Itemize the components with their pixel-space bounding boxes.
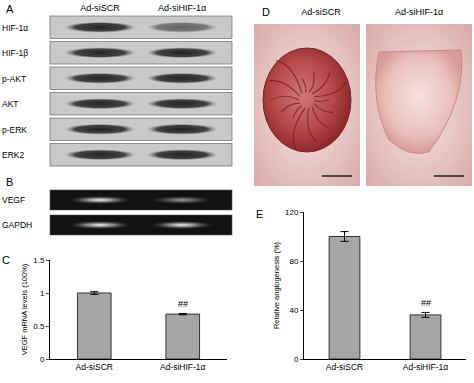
svg-text:0: 0: [294, 355, 299, 364]
svg-text:Ad-siSCR: Ad-siSCR: [76, 362, 113, 372]
svg-text:ERK2: ERK2: [2, 150, 24, 160]
svg-text:p-AKT: p-AKT: [2, 74, 26, 84]
svg-text:Ad-siHIF-1α: Ad-siHIF-1α: [403, 362, 449, 372]
svg-text:HIF-1α: HIF-1α: [2, 23, 28, 33]
svg-text:Ad-siHIF-1α: Ad-siHIF-1α: [158, 3, 206, 13]
svg-text:GAPDH: GAPDH: [2, 220, 32, 230]
svg-text:Ad-siSCR: Ad-siSCR: [326, 362, 363, 372]
svg-text:40: 40: [289, 306, 298, 315]
svg-text:Ad-siSCR: Ad-siSCR: [301, 7, 341, 17]
svg-text:AKT: AKT: [2, 99, 19, 109]
svg-text:1: 1: [40, 289, 45, 298]
svg-text:A: A: [6, 3, 14, 15]
svg-text:Ad-siHIF-1α: Ad-siHIF-1α: [395, 7, 443, 17]
svg-text:C: C: [2, 254, 10, 266]
svg-text:0.5: 0.5: [33, 322, 45, 331]
svg-text:VEGF: VEGF: [2, 195, 25, 205]
svg-text:120: 120: [285, 208, 299, 217]
svg-text:0: 0: [40, 355, 45, 364]
svg-text:Relative angiogenesis (%): Relative angiogenesis (%): [272, 241, 281, 329]
svg-text:1.5: 1.5: [33, 256, 45, 265]
svg-text:p-ERK: p-ERK: [2, 125, 27, 135]
svg-text:VEGF mRNA levels (100%): VEGF mRNA levels (100%): [20, 263, 29, 355]
svg-text:##: ##: [178, 299, 188, 309]
svg-text:HIF-1β: HIF-1β: [2, 48, 28, 58]
svg-text:E: E: [256, 208, 263, 220]
svg-text:Ad-siSCR: Ad-siSCR: [80, 3, 120, 13]
svg-text:##: ##: [421, 298, 431, 308]
svg-text:80: 80: [289, 257, 298, 266]
svg-text:D: D: [262, 6, 270, 18]
svg-text:B: B: [6, 176, 13, 188]
svg-text:Ad-siHIF-1α: Ad-siHIF-1α: [160, 362, 206, 372]
